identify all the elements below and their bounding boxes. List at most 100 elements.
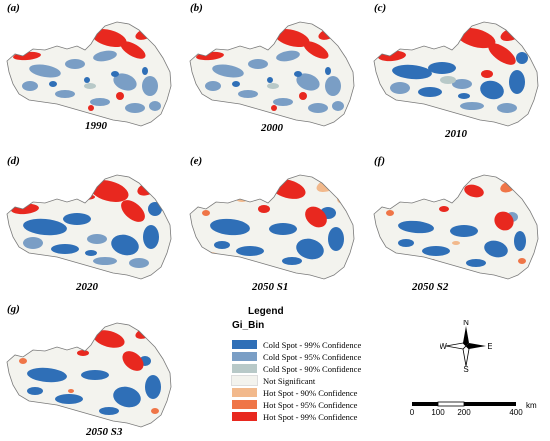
legend-swatch — [232, 352, 257, 361]
legend-swatch — [232, 412, 257, 421]
legend-item: Cold Spot - 95% Confidence — [232, 351, 361, 362]
cluster-cold99 — [113, 386, 141, 408]
compass-n: N — [463, 320, 469, 327]
cluster-cold95 — [238, 90, 258, 98]
panel-title: 2050 S3 — [86, 426, 123, 438]
cluster-cold99 — [509, 70, 525, 94]
cluster-cold99 — [466, 259, 486, 267]
cluster-hot99 — [494, 211, 514, 231]
cluster-hot99 — [121, 200, 145, 222]
cluster-hot99 — [464, 184, 484, 198]
cluster-hot95 — [68, 389, 74, 393]
legend-item: Cold Spot - 99% Confidence — [232, 339, 361, 350]
cluster-cold95 — [325, 76, 341, 96]
panel-title: 2050 S2 — [412, 281, 449, 293]
cluster-cold99 — [55, 394, 83, 404]
cluster-cold99 — [99, 407, 119, 415]
scale-tick-100: 100 — [431, 408, 445, 417]
cluster-cold99 — [294, 71, 302, 77]
cluster-hot99 — [271, 105, 277, 111]
cluster-cold99 — [214, 241, 230, 249]
cluster-hot99 — [488, 43, 516, 65]
legend-item: Hot Spot - 90% Confidence — [232, 387, 357, 398]
cluster-hot95 — [23, 402, 31, 408]
map-panel-g: (g) 2050 S3 — [5, 303, 175, 441]
cluster-cold99 — [27, 367, 67, 383]
cluster-cold99 — [143, 225, 159, 249]
legend-label: Cold Spot - 95% Confidence — [263, 351, 362, 362]
cluster-cold95 — [212, 64, 244, 78]
cluster-hot95 — [518, 258, 526, 264]
cluster-cold95 — [460, 102, 484, 110]
panel-label: (f) — [374, 155, 385, 167]
cluster-hot99 — [122, 351, 144, 371]
cluster-cold99 — [142, 67, 148, 75]
cluster-cold99 — [269, 223, 297, 235]
cluster-cold99 — [236, 246, 264, 256]
legend-item: Hot Spot - 95% Confidence — [232, 399, 357, 410]
panel-title: 2020 — [76, 281, 98, 293]
panel-title: 2010 — [445, 128, 467, 140]
cluster-cold90 — [267, 83, 279, 89]
legend-label: Cold Spot - 90% Confidence — [263, 363, 362, 374]
cluster-hot99 — [93, 330, 125, 348]
cluster-cold99 — [422, 246, 450, 256]
legend-label: Hot Spot - 90% Confidence — [263, 387, 358, 398]
cluster-cold95 — [23, 237, 43, 249]
cluster-cold99 — [49, 81, 57, 87]
region-outline — [189, 174, 355, 280]
map-e — [189, 174, 355, 280]
map-g — [6, 322, 172, 428]
cluster-cold99 — [296, 238, 324, 260]
cluster-hot99 — [303, 41, 329, 59]
panel-label: (d) — [7, 155, 20, 167]
cluster-cold99 — [484, 240, 508, 258]
cluster-cold99 — [398, 220, 434, 234]
cluster-hot90 — [337, 194, 349, 204]
cluster-hot95 — [202, 210, 210, 216]
map-a — [6, 21, 172, 127]
legend-swatch — [232, 400, 257, 409]
cluster-hot99 — [91, 28, 127, 48]
map-panel-d: (d) 2020 — [5, 155, 175, 293]
legend-title: Legend — [248, 306, 284, 317]
cluster-hot99 — [274, 28, 310, 48]
cluster-cold99 — [282, 257, 302, 265]
cluster-cold95 — [273, 98, 293, 106]
cluster-cold99 — [23, 218, 67, 236]
cluster-cold99 — [480, 80, 504, 100]
cluster-hot99 — [120, 41, 146, 59]
cluster-cold95 — [452, 79, 472, 89]
panel-label: (e) — [190, 155, 203, 167]
scale-bar: 0 100 200 400 km — [408, 400, 540, 430]
cluster-cold95 — [390, 82, 410, 94]
north-arrow-icon: N S E W — [439, 318, 492, 374]
legend-item: Cold Spot - 90% Confidence — [232, 363, 361, 374]
cluster-cold95 — [142, 76, 158, 96]
region-outline — [373, 174, 539, 280]
cluster-cold99 — [428, 62, 456, 74]
panel-label: (g) — [7, 303, 20, 315]
cluster-hot95 — [151, 408, 159, 414]
scale-tick-400: 400 — [509, 408, 523, 417]
cluster-cold99 — [210, 218, 250, 236]
cluster-cold99 — [232, 81, 240, 87]
panel-title: 2000 — [261, 122, 283, 134]
legend: Legend Gi_Bin Cold Spot - 99% Confidence… — [228, 306, 398, 438]
cluster-cold99 — [398, 239, 414, 247]
legend-field-name: Gi_Bin — [232, 320, 265, 331]
cluster-cold95 — [22, 81, 38, 91]
compass-w: W — [440, 342, 447, 351]
cluster-cold99 — [84, 77, 90, 83]
cluster-cold95 — [308, 103, 328, 113]
cluster-cold95 — [205, 81, 221, 91]
compass-e: E — [487, 342, 492, 351]
cluster-hot99 — [258, 205, 270, 213]
legend-label: Not Significant — [263, 375, 316, 386]
legend-item: Hot Spot - 99% Confidence — [232, 411, 357, 422]
cluster-hot99 — [299, 92, 307, 100]
cluster-hot95 — [19, 358, 27, 364]
map-panel-c: (c) 2010 — [372, 2, 542, 140]
panel-title: 2050 S1 — [252, 281, 289, 293]
cluster-cold95 — [90, 98, 110, 106]
